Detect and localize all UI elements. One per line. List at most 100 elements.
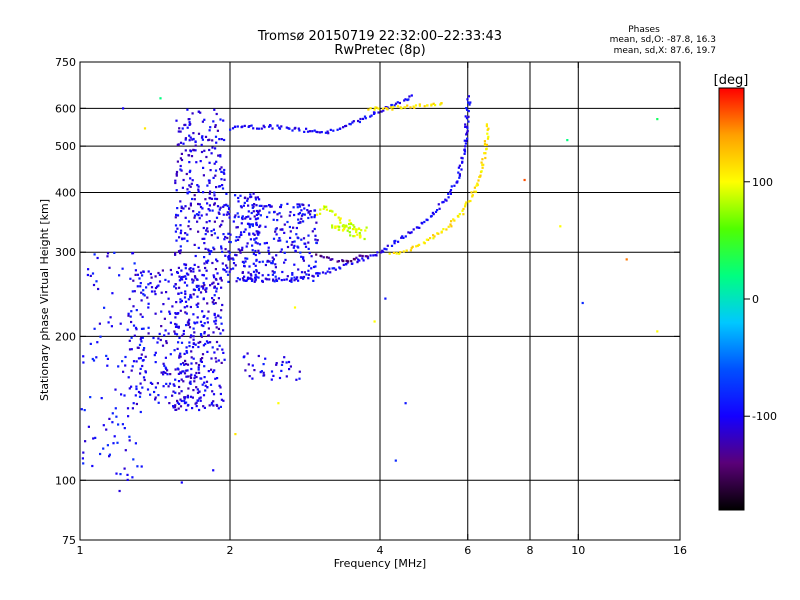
data-point: [220, 166, 223, 169]
data-point: [127, 415, 130, 418]
data-point: [189, 293, 192, 297]
data-point: [369, 115, 372, 118]
data-point: [453, 219, 456, 222]
data-point: [139, 338, 142, 341]
data-point: [218, 185, 222, 188]
data-point: [372, 254, 375, 257]
data-point: [178, 127, 181, 130]
data-point: [309, 210, 312, 213]
data-point: [382, 109, 385, 112]
data-point: [262, 363, 265, 366]
data-point: [237, 248, 240, 251]
data-point: [173, 285, 176, 288]
data-point: [196, 305, 199, 308]
data-point: [297, 268, 300, 271]
data-point: [272, 237, 276, 240]
data-point: [251, 364, 254, 367]
data-point: [175, 333, 179, 336]
data-point: [200, 136, 204, 139]
data-point: [150, 286, 154, 289]
data-point: [315, 253, 318, 256]
data-point: [218, 225, 222, 228]
data-point: [185, 277, 188, 280]
data-point: [267, 273, 270, 277]
data-point: [447, 196, 450, 199]
data-point: [276, 213, 279, 216]
data-point: [263, 242, 266, 245]
data-point: [130, 320, 133, 324]
data-point: [175, 408, 178, 411]
y-tick-label: 100: [55, 474, 76, 487]
data-point: [138, 395, 142, 398]
data-point: [168, 310, 171, 313]
data-point: [192, 210, 195, 213]
data-point: [217, 297, 220, 300]
data-point: [311, 130, 314, 133]
data-point: [207, 327, 210, 330]
data-point: [185, 375, 188, 378]
data-point: [162, 362, 165, 365]
colorbar-label: [deg]: [714, 73, 749, 88]
data-point: [247, 363, 250, 366]
data-point: [316, 239, 319, 242]
data-point: [208, 192, 211, 195]
data-point: [182, 142, 185, 145]
data-point: [137, 390, 141, 394]
data-point: [195, 371, 198, 375]
data-point: [156, 341, 159, 344]
data-point: [208, 404, 211, 407]
data-point: [425, 238, 428, 241]
data-point: [208, 129, 211, 132]
data-point: [365, 226, 368, 229]
data-point: [304, 245, 308, 248]
data-point: [279, 205, 282, 209]
data-point: [152, 336, 155, 340]
data-point: [180, 152, 183, 155]
data-point: [475, 184, 478, 187]
data-point: [281, 270, 284, 274]
data-point: [203, 365, 206, 368]
data-point: [292, 246, 295, 249]
data-point: [464, 142, 467, 145]
data-point: [272, 258, 275, 261]
data-point: [262, 207, 265, 210]
data-point: [214, 319, 218, 322]
data-point: [253, 280, 256, 283]
data-point: [154, 286, 158, 290]
data-point: [99, 335, 102, 338]
data-point: [307, 241, 310, 244]
data-point: [395, 252, 398, 255]
data-point: [390, 244, 394, 247]
data-point: [328, 209, 332, 212]
data-point: [322, 207, 325, 210]
data-point: [223, 269, 226, 272]
data-point: [179, 249, 182, 252]
data-point: [167, 332, 170, 335]
data-point: [156, 382, 159, 385]
data-point: [268, 252, 271, 255]
data-point: [162, 303, 165, 306]
data-point: [401, 235, 404, 238]
data-point: [203, 322, 206, 325]
data-point: [202, 281, 205, 285]
data-point: [255, 237, 258, 240]
data-point: [108, 266, 111, 269]
data-point: [175, 189, 178, 192]
data-point: [193, 214, 197, 217]
data-point: [212, 246, 215, 249]
data-point: [234, 433, 237, 436]
data-point: [349, 234, 352, 237]
data-point: [214, 147, 217, 150]
data-point: [176, 227, 179, 230]
data-point: [202, 226, 205, 230]
data-point: [330, 209, 333, 212]
data-point: [363, 115, 367, 118]
data-point: [186, 108, 189, 111]
data-point: [174, 332, 177, 335]
data-point: [185, 351, 189, 354]
data-point: [167, 280, 170, 283]
data-point: [278, 376, 282, 380]
data-point: [255, 209, 258, 213]
data-point: [196, 399, 199, 402]
data-point: [416, 244, 419, 247]
